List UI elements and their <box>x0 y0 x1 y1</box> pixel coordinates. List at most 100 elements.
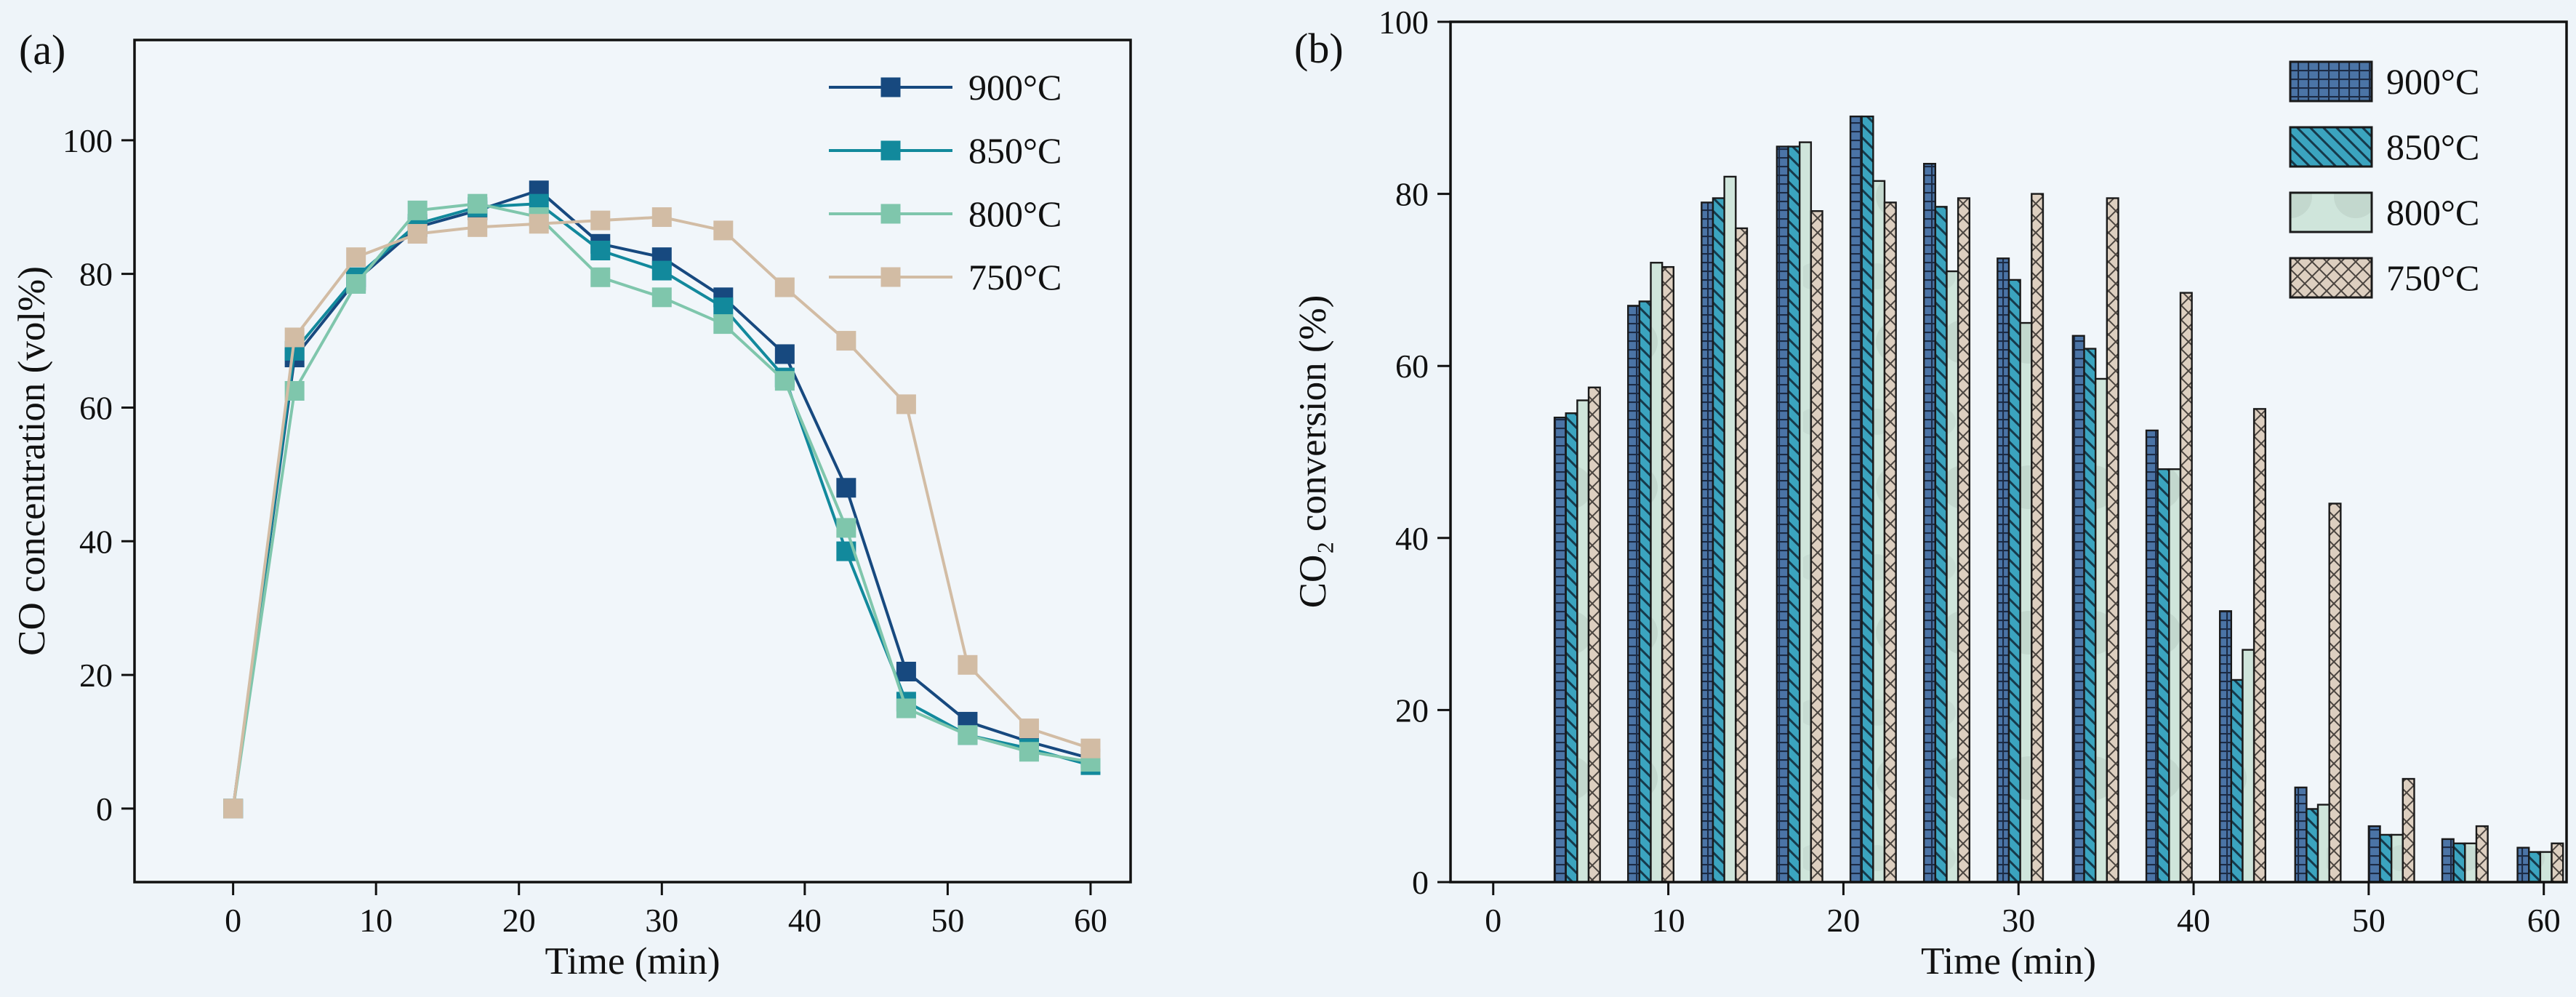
bar-1 <box>2306 808 2319 884</box>
data-point-marker-3 <box>1019 718 1039 739</box>
bar-group <box>1626 262 1675 884</box>
legend-label: 800°C <box>968 193 1062 234</box>
bar-2 <box>2094 377 2108 884</box>
bar-0 <box>2367 825 2381 884</box>
y-tick-label: 20 <box>1395 692 1429 729</box>
legend: 900°C 850°C 800°C 750°C <box>829 67 1062 297</box>
panel-a-label: (a) <box>19 26 66 73</box>
data-point-marker-2 <box>713 314 734 335</box>
data-point-marker-3 <box>407 224 428 244</box>
bar-3 <box>1883 201 1897 884</box>
x-tick-label: 30 <box>645 902 678 939</box>
bar-3 <box>2551 842 2564 884</box>
bar-group <box>1553 386 1601 884</box>
bar-3 <box>1810 210 1823 884</box>
x-tick-label: 10 <box>1652 902 1685 939</box>
legend: 900°C 850°C 800°C 750°C <box>2289 60 2479 299</box>
bar-1 <box>1638 300 1652 884</box>
panel-a: (a) CO concentration (vol%) Time (min) 0… <box>0 0 1280 997</box>
bar-1 <box>2230 678 2244 884</box>
bar-2 <box>1650 262 1664 884</box>
x-tick-label: 60 <box>1074 902 1107 939</box>
bar-1 <box>1861 115 1874 884</box>
bar-1 <box>2007 279 2021 884</box>
bar-group <box>2367 777 2415 884</box>
data-point-marker-2 <box>651 287 672 308</box>
data-point-marker-2 <box>346 273 366 294</box>
legend-marker-swatch <box>880 140 901 161</box>
bar-group <box>1997 193 2045 884</box>
bar-3 <box>1957 197 1970 884</box>
bar-2 <box>2464 842 2478 884</box>
legend-item: 900°C <box>2289 60 2479 103</box>
bar-group <box>1849 115 1897 884</box>
data-point-marker-0 <box>896 662 916 681</box>
panel-b-label: (b) <box>1294 25 1344 72</box>
data-point-marker-3 <box>713 220 734 241</box>
bar-0 <box>1626 305 1641 884</box>
data-point-marker-3 <box>468 217 488 237</box>
bar-group <box>2218 408 2266 884</box>
bar-3 <box>1661 265 1675 884</box>
bar-0 <box>2441 838 2455 884</box>
bar-2 <box>2539 851 2553 884</box>
data-point-marker-3 <box>284 327 305 348</box>
bar-3 <box>2179 292 2193 884</box>
y-tick-label: 100 <box>1379 4 1429 41</box>
data-point-marker-2 <box>896 698 916 718</box>
legend-item: 800°C <box>2289 191 2479 233</box>
legend-item: 750°C <box>829 257 1062 297</box>
y-tick-label: 80 <box>1395 176 1429 213</box>
bar-2 <box>2019 321 2033 884</box>
bar-1 <box>1934 206 1948 884</box>
data-point-marker-1 <box>651 260 672 281</box>
data-point-marker-3 <box>529 214 549 234</box>
bar-2 <box>1946 270 1959 884</box>
data-point-marker-1 <box>713 297 734 318</box>
legend-swatch <box>2289 257 2373 299</box>
bar-group <box>2441 825 2489 884</box>
bar-1 <box>2452 842 2466 884</box>
data-point-marker-3 <box>836 331 856 351</box>
data-point-marker-3 <box>346 247 366 268</box>
x-tick-label: 50 <box>2352 902 2386 939</box>
legend-swatch <box>2289 60 2373 103</box>
data-point-marker-3 <box>896 394 916 415</box>
bar-0 <box>1997 257 2010 884</box>
bar-0 <box>1849 115 1863 884</box>
bar-3 <box>2402 777 2415 884</box>
bar-2 <box>2390 833 2404 884</box>
y-tick-label: 40 <box>1395 520 1429 557</box>
x-tick-label: 40 <box>2177 902 2210 939</box>
bar-1 <box>1787 145 1801 884</box>
x-tick-label: 60 <box>2527 902 2561 939</box>
legend-item: 850°C <box>829 130 1062 171</box>
panel-b-x-axis-title: Time (min) <box>1921 940 2096 982</box>
bar-1 <box>2528 851 2542 884</box>
bar-0 <box>2071 335 2085 884</box>
bar-1 <box>1712 197 1725 884</box>
x-tick-label: 40 <box>788 902 822 939</box>
data-point-marker-3 <box>590 210 611 231</box>
bar-3 <box>2106 197 2119 884</box>
x-tick-label: 0 <box>225 902 241 939</box>
bar-2 <box>1872 180 1886 884</box>
data-point-marker-2 <box>407 200 428 220</box>
bar-2 <box>1798 141 1813 884</box>
bar-group <box>1775 141 1823 884</box>
legend-label: 800°C <box>2386 192 2479 233</box>
x-tick-label: 0 <box>1485 902 1501 939</box>
bar-group <box>2516 842 2564 884</box>
legend-marker-swatch <box>880 204 901 224</box>
x-tick-label: 20 <box>1826 902 1860 939</box>
legend-swatch <box>2289 126 2373 168</box>
bar-2 <box>2316 804 2330 884</box>
bar-3 <box>2328 502 2342 884</box>
data-point-marker-3 <box>774 277 795 297</box>
bar-1 <box>2379 833 2393 884</box>
bar-2 <box>1723 175 1737 884</box>
y-tick-label: 40 <box>79 523 113 560</box>
bar-3 <box>2475 825 2489 884</box>
y-tick-label: 80 <box>79 256 113 293</box>
